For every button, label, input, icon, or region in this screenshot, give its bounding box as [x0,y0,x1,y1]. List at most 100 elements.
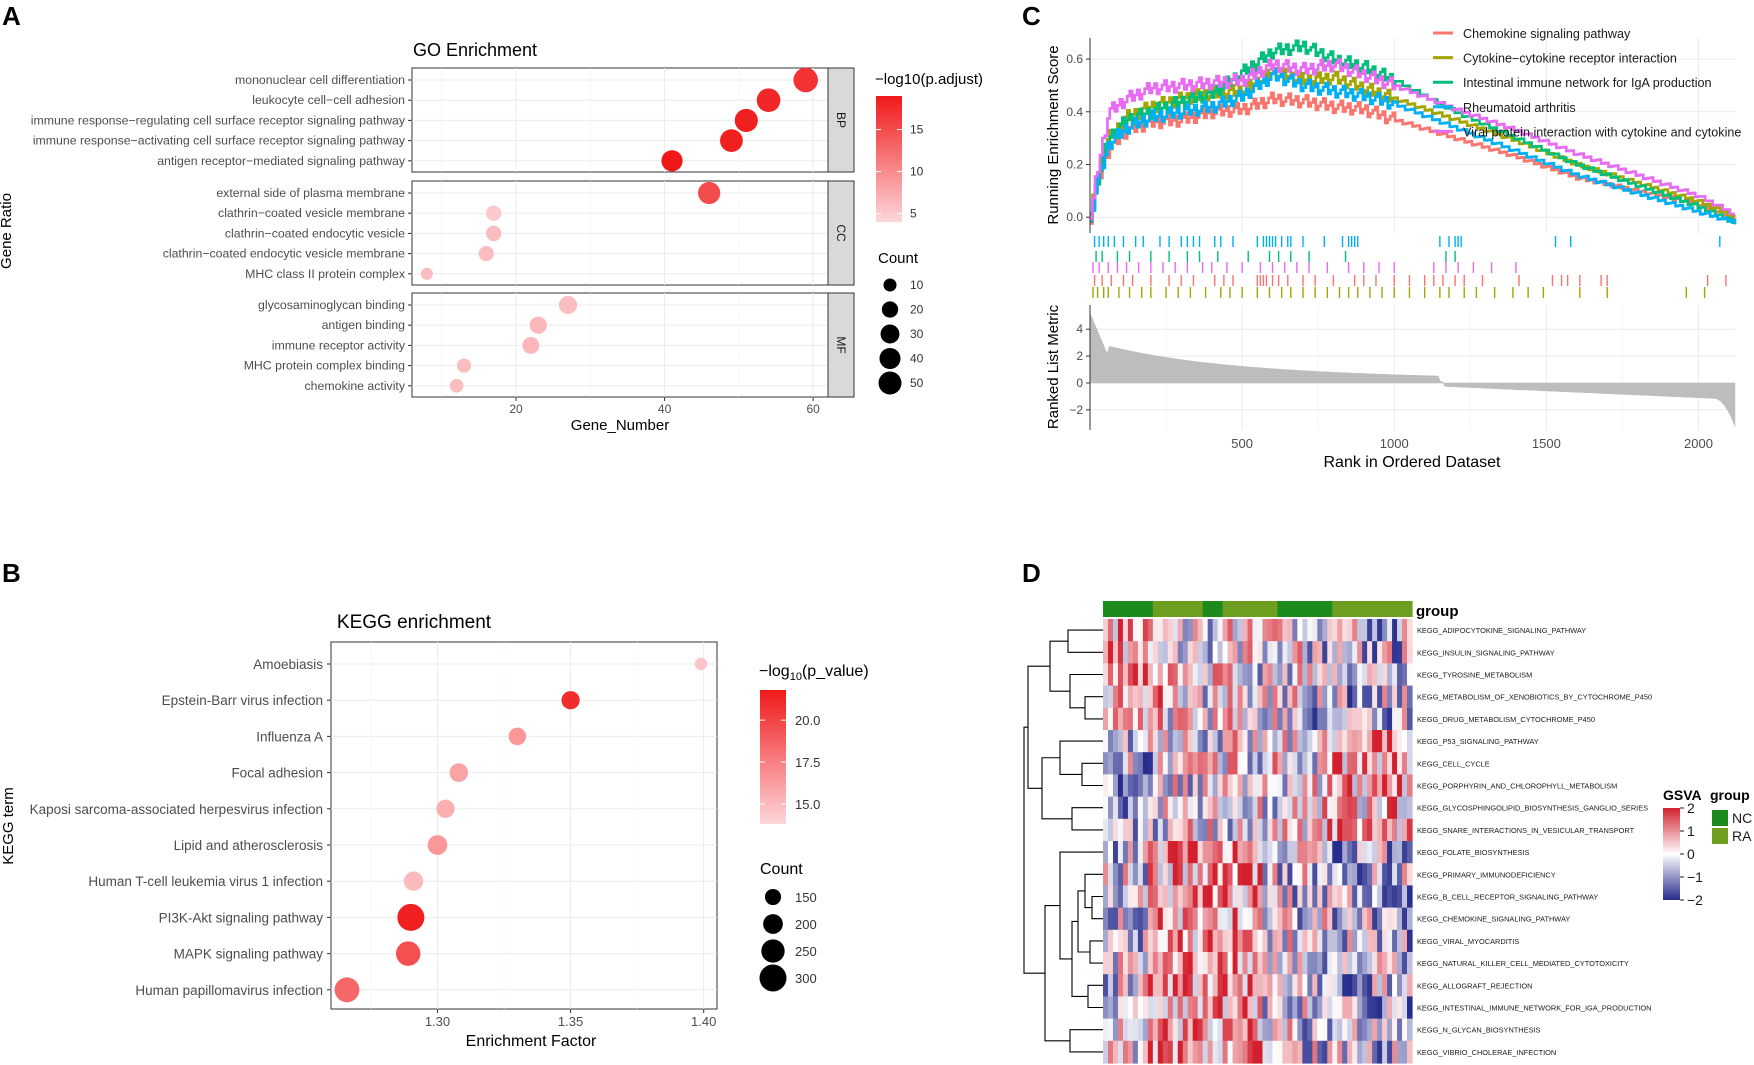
heatmap-cell [1167,929,1174,953]
heatmap-cell [1252,974,1259,997]
heatmap-cell [1192,752,1199,775]
heatmap-cell [1377,1018,1383,1042]
heatmap-cell [1332,1040,1338,1064]
heatmap-cell [1167,1040,1174,1064]
heatmap-cell [1242,863,1249,886]
heatmap-cell [1392,641,1398,664]
heatmap-cell [1152,774,1159,798]
heatmap-cell [1217,818,1224,842]
heatmap-cell [1142,885,1149,909]
heatmap-cell [1103,685,1109,709]
heatmap-cell [1132,641,1139,664]
heatmap-cell [1207,907,1214,931]
heatmap-cell [1247,685,1254,709]
heatmap-cell [1352,707,1358,731]
heatmap-cell [1262,974,1269,997]
heatmap-cell [1107,952,1114,975]
heatmap-cell [1222,1018,1229,1042]
heatmap-cell [1292,863,1298,886]
heatmap-cell [1257,929,1264,953]
heatmap-cell [1202,707,1209,731]
heatmap-cell [1272,907,1279,931]
heatmap-cell [1182,619,1189,642]
heatmap-cell [1172,818,1179,842]
heatmap-cell [1152,841,1159,864]
heatmap-cell [1272,929,1279,953]
heatmap-cell [1202,730,1209,753]
heatmap-cell [1282,1040,1289,1064]
heatmap-cell [1407,841,1413,864]
heatmap-cell [1212,929,1219,953]
heatmap-cell [1187,619,1194,642]
heatmap-cell [1307,663,1313,687]
heatmap-cell [1227,685,1234,709]
heatmap-cell [1217,952,1224,975]
heatmap-cell [1192,929,1199,953]
heatmap-cell [1182,929,1189,953]
gsea-legend-label: Cytokine−cytokine receptor interaction [1463,52,1677,66]
heatmap-cell [1392,730,1398,753]
kegg-color-legend-title: −log10(p_value) [759,663,869,683]
heatmap-cell [1352,952,1358,975]
heatmap-cell [1197,730,1204,753]
heatmap-cell [1392,841,1398,864]
heatmap-cell [1357,929,1363,953]
heatmap-cell [1182,818,1189,842]
heatmap-cell [1287,885,1293,909]
heatmap-cell [1402,707,1408,731]
heatmap-cell [1227,796,1234,820]
heatmap-cell [1322,707,1328,731]
heatmap-cell [1377,952,1383,975]
heatmap-cell [1312,1018,1318,1042]
heatmap-cell [1167,619,1174,642]
heatmap-cell [1177,1040,1184,1064]
heatmap-cell [1232,974,1239,997]
heatmap-cell [1237,952,1244,975]
heatmap-cell [1282,752,1289,775]
heatmap-cell [1217,619,1224,642]
heatmap-cell [1242,841,1249,864]
heatmap-cell [1332,685,1338,709]
heatmap-cell [1237,1040,1244,1064]
heatmap-cell [1367,752,1373,775]
heatmap-cell [1372,974,1378,997]
heatmap-cell [1357,863,1363,886]
heatmap-cell [1282,952,1289,975]
heatmap-cell [1387,730,1393,753]
heatmap-cell [1347,796,1353,820]
heatmap-cell [1357,1018,1363,1042]
heatmap-cell [1267,1040,1274,1064]
go-x-tick-label: 20 [509,402,523,416]
heatmap-cell [1332,619,1338,642]
heatmap-cell [1103,818,1109,842]
heatmap-cell [1322,1040,1328,1064]
heatmap-cell [1197,752,1204,775]
heatmap-cell [1352,863,1358,886]
heatmap-cell [1152,885,1159,909]
heatmap-cell [1222,707,1229,731]
heatmap-annotation-cell [1227,601,1234,617]
heatmap-cell [1177,641,1184,664]
heatmap-cell [1287,841,1293,864]
go-point [449,378,464,393]
heatmap-cell [1167,774,1174,798]
heatmap-cell [1252,907,1259,931]
go-size-key [879,347,901,370]
heatmap-annotation-cell [1107,601,1114,617]
heatmap-cell [1182,863,1189,886]
heatmap-cell [1192,707,1199,731]
heatmap-cell [1347,730,1353,753]
heatmap-cell [1267,752,1274,775]
heatmap-cell [1402,796,1408,820]
heatmap-cell [1147,907,1154,931]
heatmap-cell [1222,907,1229,931]
heatmap-cell [1267,730,1274,753]
heatmap-cell [1302,996,1308,1020]
heatmap-cell [1232,907,1239,931]
go-x-tick-label: 60 [806,402,820,416]
heatmap-cell [1292,796,1298,820]
heatmap-cell [1152,685,1159,709]
heatmap-cell [1152,1040,1159,1064]
heatmap-cell [1392,885,1398,909]
heatmap-cell [1257,974,1264,997]
